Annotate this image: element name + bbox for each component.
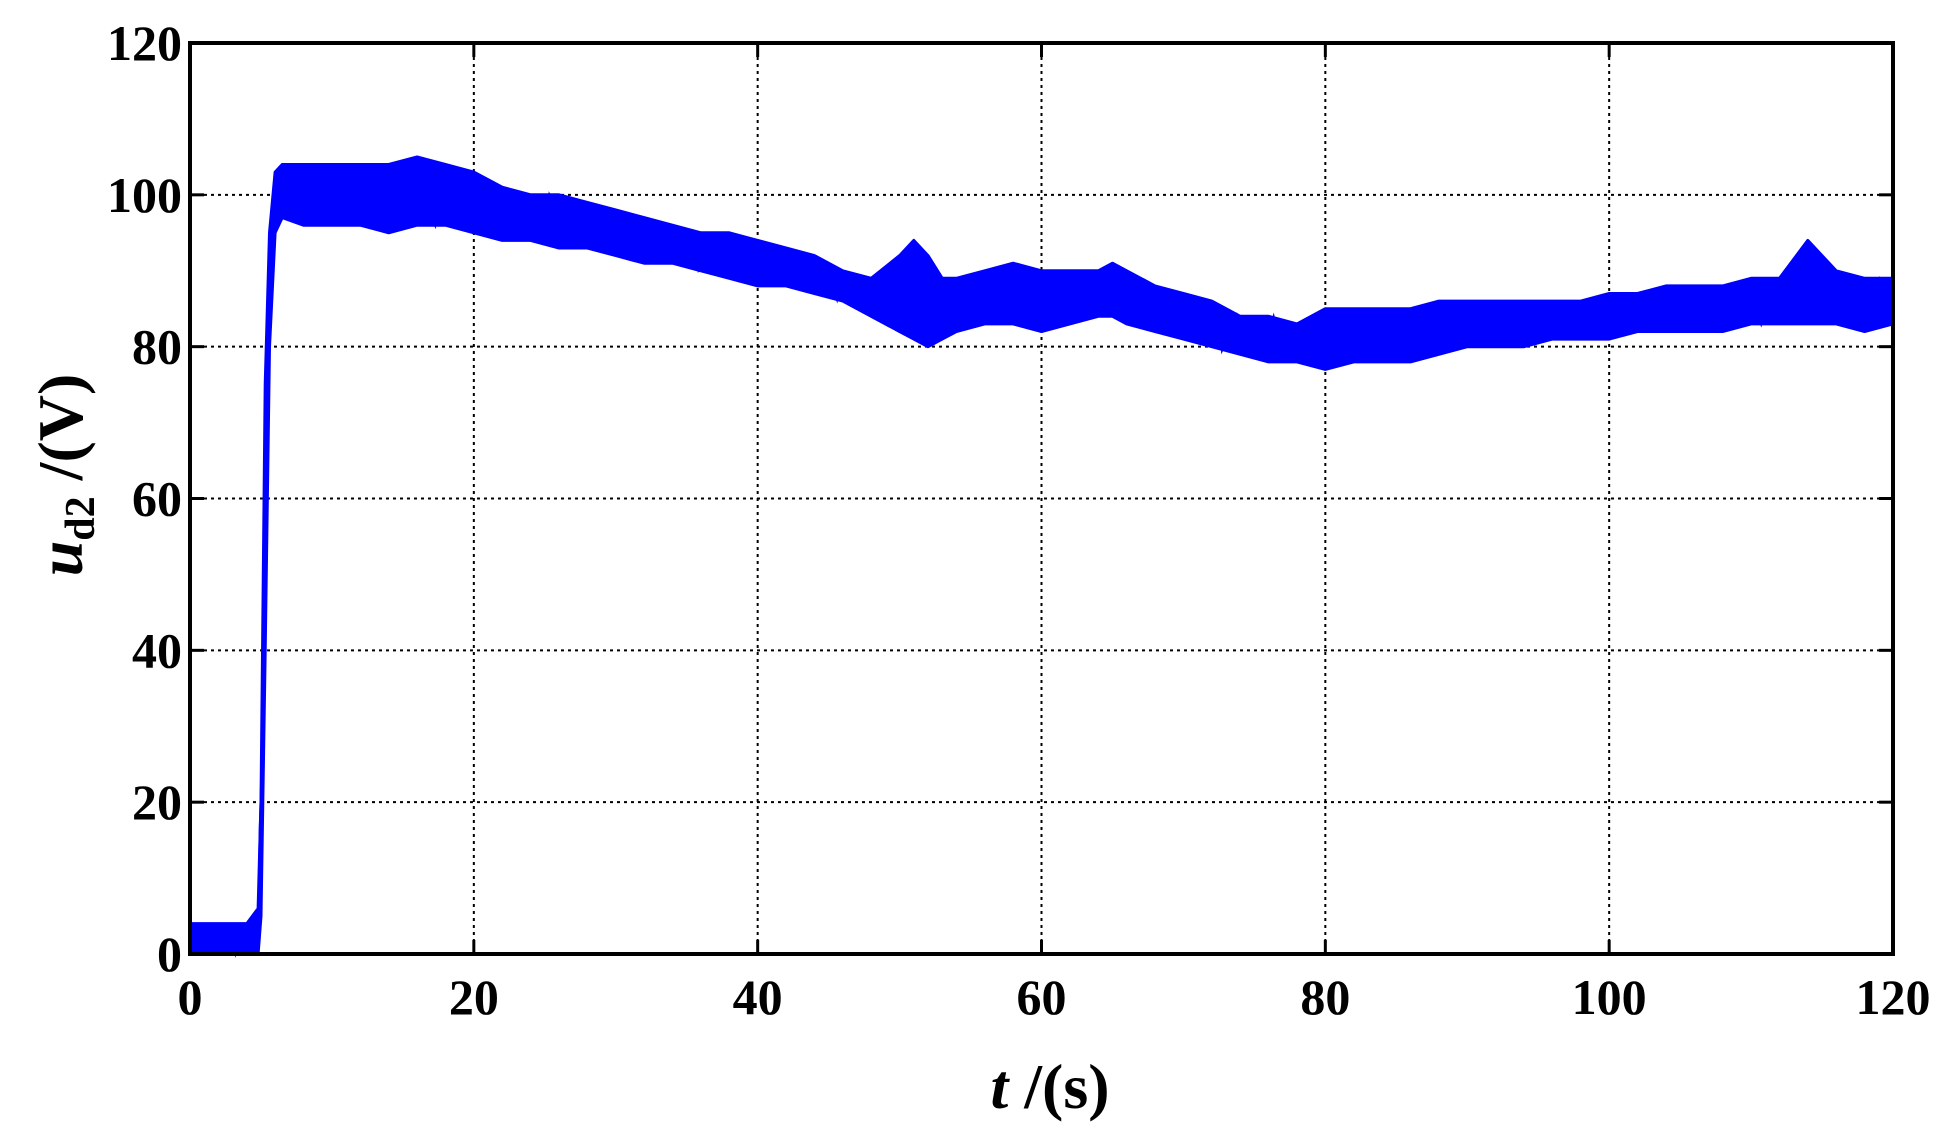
x-tick-label: 100 <box>1572 969 1647 1025</box>
y-axis-label: ud2 /(V) <box>25 374 104 577</box>
x-axis-variable: t <box>990 1051 1010 1122</box>
x-tick-label: 60 <box>1017 969 1067 1025</box>
x-axis-label: t /(s) <box>990 1051 1109 1122</box>
x-tick-label: 120 <box>1856 969 1931 1025</box>
grid-lines <box>190 43 1893 954</box>
y-tick-label: 60 <box>132 471 182 527</box>
x-tick-label: 0 <box>178 969 203 1025</box>
y-axis-unit: /(V) <box>25 374 96 497</box>
y-tick-label: 20 <box>132 774 182 830</box>
y-tick-label: 100 <box>107 167 182 223</box>
x-tick-label: 20 <box>449 969 499 1025</box>
x-tick-label: 40 <box>733 969 783 1025</box>
y-axis-subscript: d2 <box>58 496 104 540</box>
y-tick-label: 120 <box>107 15 182 71</box>
tick-marks <box>188 41 1895 956</box>
y-tick-label: 0 <box>157 926 182 982</box>
y-tick-label: 80 <box>132 319 182 375</box>
x-tick-label: 80 <box>1300 969 1350 1025</box>
y-tick-label: 40 <box>132 622 182 678</box>
x-tick-labels: 0 20 40 60 80 100 120 <box>178 969 1931 1025</box>
y-tick-labels: 0 20 40 60 80 100 120 <box>107 15 182 982</box>
y-axis-variable: u <box>25 541 96 577</box>
signal-trace <box>188 163 1893 958</box>
x-axis-unit: /(s) <box>1008 1051 1109 1122</box>
